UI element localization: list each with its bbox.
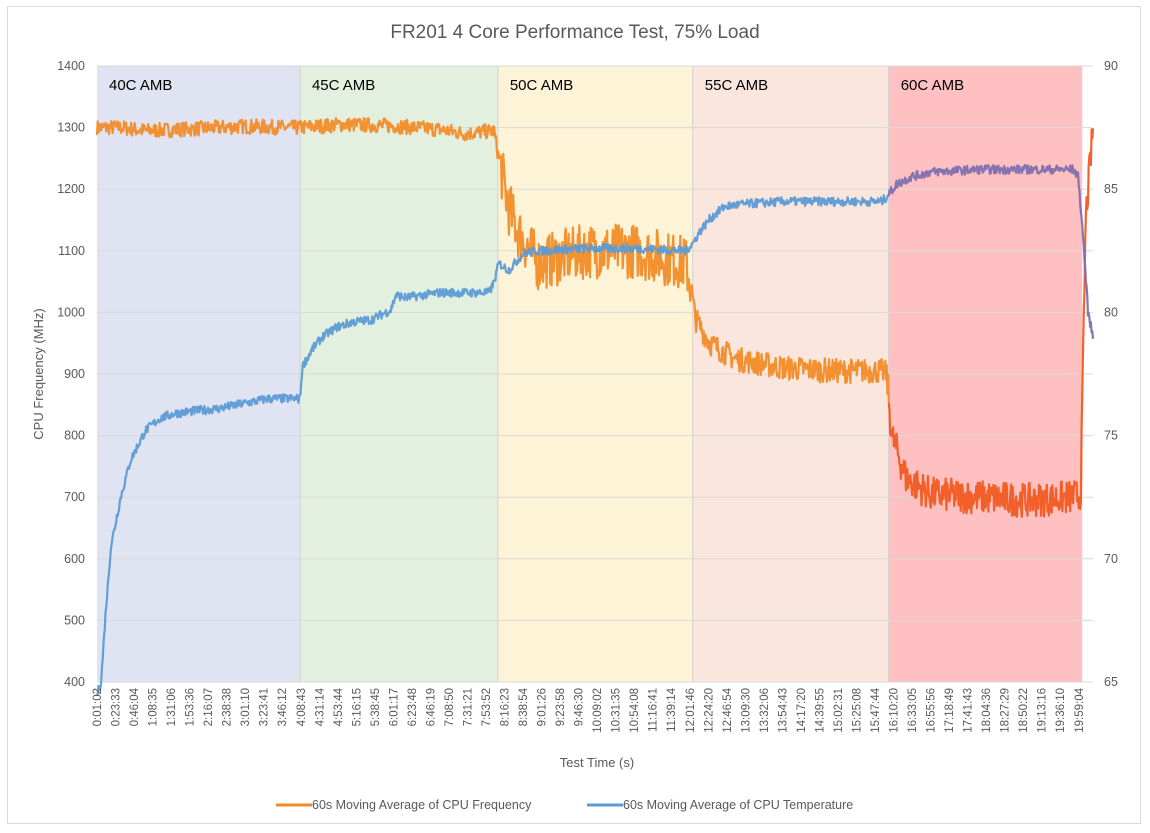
x-tick-label: 10:31:35 (611, 688, 623, 733)
x-tick-label: 14:17:20 (796, 688, 808, 733)
y-axis-label: CPU Frequency (MHz) (31, 308, 46, 439)
frequency-series-line (95, 117, 890, 403)
x-tick-label: 10:54:08 (629, 688, 641, 733)
x-tick-label: 9:46:30 (574, 688, 586, 726)
region-label: 50C AMB (510, 77, 573, 94)
x-tick-label: 15:47:44 (870, 687, 882, 732)
x-tick-label: 7:08:50 (444, 688, 456, 726)
y2-tick-label: 70 (1104, 552, 1118, 566)
y2-tick-label: 85 (1104, 182, 1118, 196)
x-tick-label: 3:23:41 (259, 688, 271, 726)
x-tick-label: 5:16:15 (351, 688, 363, 726)
x-tick-label: 6:23:48 (407, 688, 419, 726)
x-tick-label: 3:01:10 (240, 688, 252, 726)
x-tick-label: 1:31:06 (166, 688, 178, 726)
y-tick-label: 500 (64, 613, 85, 627)
x-tick-label: 4:31:14 (314, 687, 326, 726)
x-tick-label: 18:27:29 (1000, 688, 1012, 733)
y2-tick-label: 75 (1104, 429, 1118, 443)
x-tick-label: 16:55:56 (926, 688, 938, 733)
chart-title: FR201 4 Core Performance Test, 75% Load (390, 22, 759, 43)
x-tick-label: 12:01:46 (685, 688, 697, 733)
x-tick-label: 19:36:10 (1055, 688, 1067, 733)
x-tick-label: 14:39:55 (814, 688, 826, 733)
x-tick-label: 19:59:04 (1074, 687, 1086, 732)
x-axis-label: Test Time (s) (560, 755, 634, 770)
y-tick-label: 1300 (57, 121, 85, 135)
x-tick-label: 19:13:16 (1037, 688, 1049, 733)
x-tick-label: 13:32:06 (759, 688, 771, 733)
y-tick-label: 400 (64, 675, 85, 689)
x-tick-label: 16:10:20 (889, 688, 901, 733)
x-tick-label: 8:16:23 (500, 688, 512, 726)
y-tick-label: 1400 (57, 59, 85, 73)
x-tick-label: 10:09:02 (592, 688, 604, 733)
x-tick-label: 0:01:02 (92, 688, 104, 726)
x-tick-label: 12:46:54 (722, 687, 734, 732)
y-tick-label: 800 (64, 429, 85, 443)
x-tick-label: 15:02:31 (833, 688, 845, 733)
series-lines (95, 117, 1095, 696)
y2-tick-label: 90 (1104, 59, 1118, 73)
x-tick-label: 17:41:43 (963, 688, 975, 733)
y-tick-label: 1000 (57, 305, 85, 319)
x-tick-label: 3:46:12 (277, 688, 289, 726)
x-tick-label: 7:31:21 (462, 688, 474, 726)
temperature-series-line (96, 194, 890, 696)
x-axis-ticks: 0:01:02 0:23:33 0:46:04 1:08:35 1:31:06 1:53:… (92, 687, 1086, 732)
x-tick-label: 9:01:26 (537, 688, 549, 726)
x-tick-label: 4:53:44 (333, 687, 345, 726)
frequency-series-line (887, 128, 1095, 519)
legend-label: 60s Moving Average of CPU Temperature (623, 798, 853, 812)
x-tick-label: 11:16:41 (648, 688, 660, 732)
x-tick-label: 12:24:20 (703, 688, 715, 733)
x-tick-label: 13:54:43 (777, 688, 789, 733)
x-tick-label: 16:33:05 (907, 688, 919, 733)
x-tick-label: 11:39:14 (666, 687, 678, 732)
region-label: 40C AMB (109, 77, 172, 94)
x-tick-label: 7:53:52 (481, 688, 493, 726)
chart-frame (7, 6, 1141, 824)
region-label: 60C AMB (901, 77, 964, 94)
x-tick-label: 1:08:35 (148, 688, 160, 726)
y-axis-ticks: 400 500 600 700 800 900 1000 1100 1200 1300 1400 (57, 59, 85, 689)
x-tick-label: 2:16:07 (203, 688, 215, 726)
x-tick-label: 15:25:08 (851, 688, 863, 733)
x-tick-label: 0:46:04 (129, 687, 141, 726)
x-tick-label: 17:18:49 (944, 688, 956, 733)
region-label: 55C AMB (705, 77, 768, 94)
y-tick-label: 900 (64, 367, 85, 381)
temperature-series-line (887, 164, 1095, 339)
x-tick-label: 8:38:54 (518, 687, 530, 726)
x-tick-label: 2:38:38 (222, 688, 234, 726)
legend-label: 60s Moving Average of CPU Frequency (312, 798, 532, 812)
y-tick-label: 600 (64, 552, 85, 566)
x-tick-label: 6:46:19 (425, 688, 437, 726)
x-tick-label: 1:53:36 (185, 688, 197, 726)
y2-axis-ticks: 65 70 75 80 85 90 (1104, 59, 1118, 689)
x-tick-label: 13:09:30 (740, 688, 752, 733)
x-tick-label: 4:08:43 (296, 688, 308, 726)
x-tick-label: 6:01:17 (388, 688, 400, 726)
y-tick-label: 700 (64, 490, 85, 504)
y-tick-label: 1200 (57, 182, 85, 196)
legend: 60s Moving Average of CPU Frequency 60s M… (276, 798, 853, 812)
x-tick-label: 18:04:36 (981, 688, 993, 733)
x-tick-label: 18:50:22 (1018, 688, 1030, 733)
y-tick-label: 1100 (58, 244, 85, 258)
y2-tick-label: 65 (1104, 675, 1118, 689)
region-label: 45C AMB (312, 77, 375, 94)
y2-tick-label: 80 (1104, 305, 1118, 319)
x-tick-label: 9:23:58 (555, 688, 567, 726)
x-tick-label: 0:23:33 (111, 688, 123, 726)
x-tick-label: 5:38:45 (370, 688, 382, 726)
